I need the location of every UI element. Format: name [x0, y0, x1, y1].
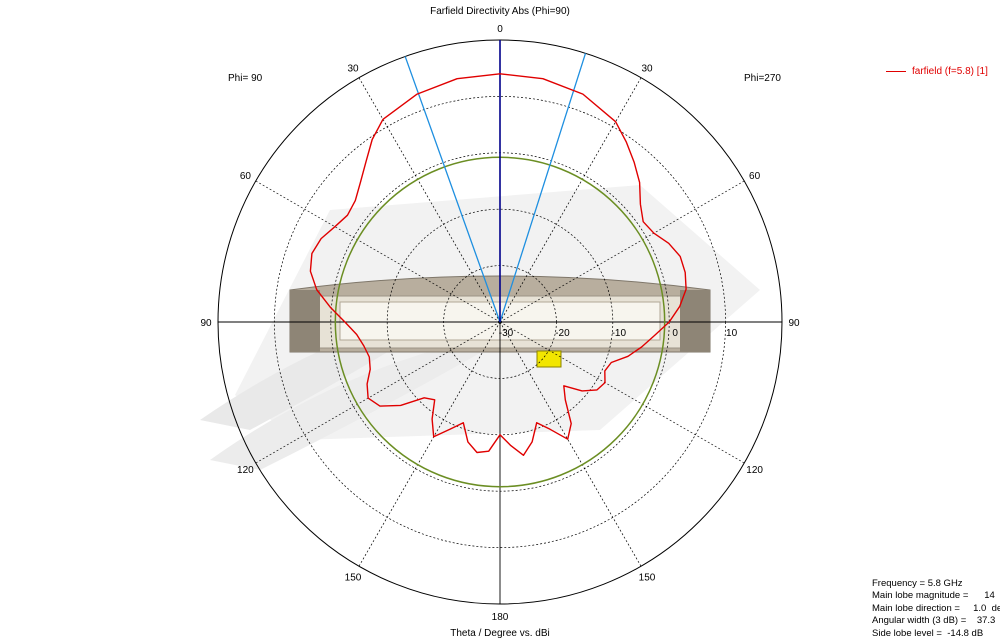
- info-angular-width: Angular width (3 dB) = 37.3 deg.: [872, 615, 996, 627]
- angle-tick-label: 90: [788, 318, 800, 329]
- grid-spoke: [255, 321, 501, 464]
- grid-spoke: [499, 321, 745, 464]
- info-frequency: Frequency = 5.8 GHz: [872, 578, 963, 589]
- angle-tick-label: 150: [639, 573, 656, 584]
- phi-left-label: Phi= 90: [228, 73, 263, 84]
- beam-edge-line: [404, 56, 501, 323]
- antenna-right-cap: [680, 290, 710, 352]
- angle-tick-label: 0: [497, 24, 503, 35]
- phi-right-label: Phi=270: [744, 73, 781, 84]
- series-layer: [309, 40, 687, 456]
- grid-spoke: [358, 77, 501, 323]
- legend-swatch: [886, 71, 906, 72]
- radial-tick-label: -30: [499, 328, 514, 339]
- info-side-lobe-level: Side lobe level = -14.8 dB: [872, 627, 984, 639]
- angle-tick-label: 120: [746, 465, 763, 476]
- radial-tick-label: -20: [555, 328, 570, 339]
- angle-tick-label: 180: [492, 612, 509, 623]
- angle-tick-label: 120: [237, 465, 254, 476]
- radial-tick-label: 10: [726, 328, 738, 339]
- angle-tick-label: 60: [749, 171, 761, 182]
- tick-labels: 0 30 60 90 120 150 180 150 120 90 60 30 -30 -20 -10 0 10: [200, 24, 800, 623]
- antenna-left-cap: [290, 290, 320, 352]
- pattern-curve: [309, 73, 687, 456]
- info-main-lobe-magnitude: Main lobe magnitude = 14 dBi: [872, 590, 1000, 602]
- results-info-box: Frequency = 5.8 GHz Main lobe magnitude …: [872, 578, 1000, 640]
- grid-spoke: [499, 180, 745, 323]
- grid-spoke: [255, 180, 501, 323]
- legend: farfield (f=5.8) [1]: [886, 66, 988, 77]
- angle-tick-label: 30: [641, 63, 653, 74]
- info-main-lobe-direction: Main lobe direction = 1.0 deg.: [872, 602, 1000, 614]
- grid-spoke: [358, 321, 501, 567]
- grid-spoke: [499, 77, 642, 323]
- grid-spoke: [499, 321, 642, 567]
- feed-port: [536, 350, 562, 368]
- angle-tick-label: 60: [240, 171, 252, 182]
- legend-label: farfield (f=5.8) [1]: [912, 66, 988, 77]
- angle-tick-label: 90: [200, 318, 212, 329]
- chart-title: Farfield Directivity Abs (Phi=90): [430, 6, 570, 17]
- watermark-stroke: [210, 330, 520, 470]
- x-axis-label: Theta / Degree vs. dBi: [450, 628, 550, 639]
- radial-tick-label: 0: [672, 328, 678, 339]
- beam-edge-line: [499, 53, 587, 323]
- radial-tick-label: -10: [612, 328, 627, 339]
- angle-tick-label: 150: [345, 573, 362, 584]
- angle-tick-label: 30: [347, 63, 359, 74]
